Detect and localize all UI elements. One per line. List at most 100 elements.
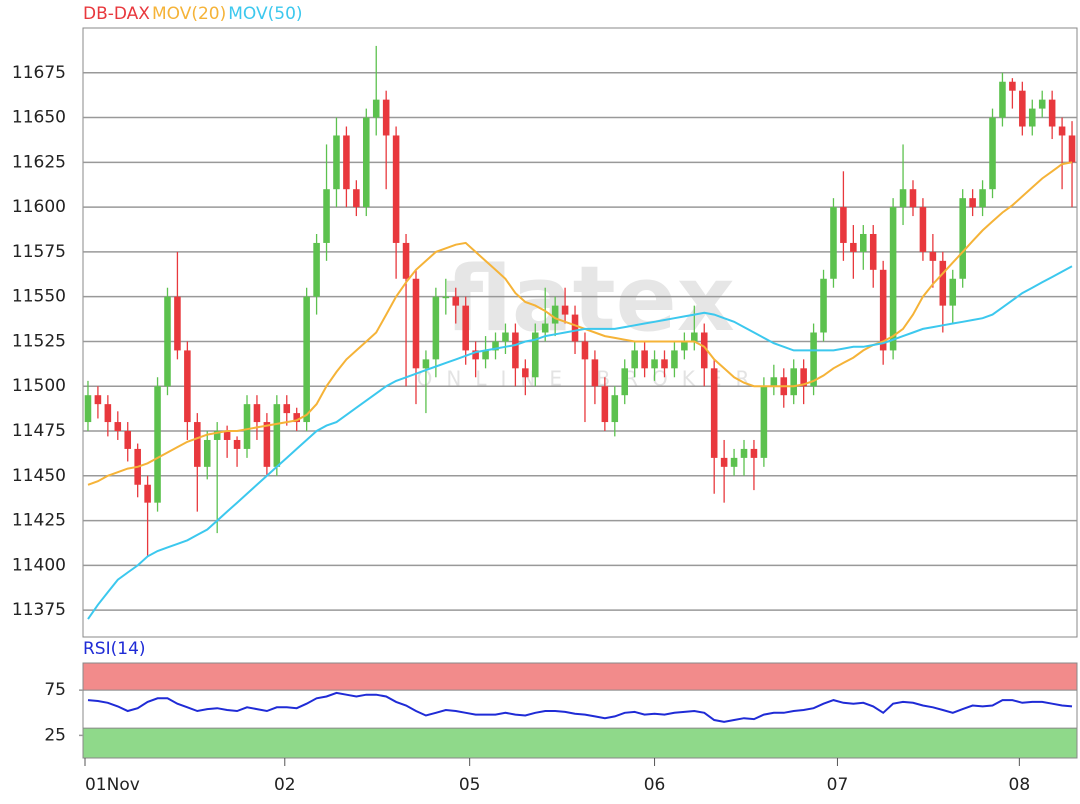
watermark: flatex <box>445 247 735 352</box>
y-tick-label: 11625 <box>12 152 66 172</box>
candle-body <box>641 350 648 369</box>
candle-body <box>154 386 161 503</box>
candle-body <box>959 198 966 279</box>
y-tick-label: 11400 <box>12 555 66 575</box>
y-tick-label: 11475 <box>12 421 66 441</box>
candle-body <box>631 350 638 369</box>
candle-body <box>949 278 957 306</box>
candle-body <box>263 422 271 467</box>
candle-body <box>203 439 211 467</box>
y-tick-label: 11675 <box>12 63 66 83</box>
candle-body <box>850 242 857 252</box>
candle-body <box>581 341 589 360</box>
candle-body <box>243 404 251 449</box>
candle-body <box>293 413 300 423</box>
candle-body <box>164 296 171 387</box>
candle-body <box>770 377 778 387</box>
candle-body <box>353 189 360 208</box>
candle-body <box>909 189 917 208</box>
candle-body <box>502 332 509 342</box>
candle-body <box>840 207 847 243</box>
candle-body <box>422 359 430 369</box>
candle-body <box>1019 90 1026 127</box>
candle-body <box>889 207 897 351</box>
candle-body <box>412 278 420 369</box>
y-tick-label: 11525 <box>12 331 66 351</box>
y-tick-label: 11550 <box>12 287 66 307</box>
candle-body <box>710 368 718 458</box>
candle-body <box>452 296 460 306</box>
candle-body <box>442 296 450 299</box>
candle-body <box>323 189 330 243</box>
candle-body <box>800 368 807 387</box>
candle-body <box>144 484 151 503</box>
candle-body <box>760 386 768 458</box>
candle-body <box>820 278 827 333</box>
candle-body <box>303 296 310 423</box>
candle-body <box>730 457 738 467</box>
candle-body <box>213 431 221 440</box>
candle-body <box>482 350 489 360</box>
candle-body <box>671 350 678 369</box>
series-line <box>87 691 1073 723</box>
y-tick-label: 11575 <box>12 242 66 262</box>
x-tick-label: 05 <box>459 775 481 795</box>
candle-body <box>253 404 261 423</box>
candle-body <box>1028 108 1036 127</box>
x-tick-label: 01Nov <box>85 775 140 795</box>
x-tick-label: 02 <box>274 775 296 795</box>
y-tick-label: 11375 <box>12 600 66 620</box>
candle-body <box>1068 135 1076 163</box>
x-tick-label: 06 <box>644 775 666 795</box>
candle-body <box>999 81 1006 118</box>
candle-body <box>561 305 569 315</box>
candle-body <box>432 296 440 360</box>
candle-body <box>541 323 549 333</box>
y-tick-label: 11650 <box>12 108 66 128</box>
candle-body <box>969 198 976 208</box>
rsi-band <box>82 662 1078 691</box>
candle-body <box>661 359 668 369</box>
candle-body <box>104 404 112 423</box>
candle-body <box>591 359 599 387</box>
x-tick-label: 07 <box>827 775 849 795</box>
candle-body <box>700 332 708 369</box>
candle-body <box>979 189 986 208</box>
candle-body <box>194 422 201 467</box>
candle-body <box>691 332 698 342</box>
candle-body <box>273 404 281 467</box>
x-tick-label: 08 <box>1009 775 1031 795</box>
series-line <box>87 265 1073 620</box>
candle-body <box>879 269 887 351</box>
legend-entry: MOV(20) <box>152 4 226 24</box>
candle-body <box>174 296 181 351</box>
candle-body <box>392 135 400 243</box>
candle-body <box>363 117 370 208</box>
candle-body <box>1058 126 1066 136</box>
candle-body <box>810 332 817 387</box>
candle-body <box>84 395 92 423</box>
candle-body <box>114 422 122 432</box>
legend-entry: DB-DAX <box>83 4 150 24</box>
candle-body <box>611 395 619 423</box>
candle-body <box>601 386 609 423</box>
candle-body <box>124 431 132 449</box>
candle-body <box>989 117 996 190</box>
candle-body <box>740 448 748 458</box>
y-tick-label: 75 <box>44 680 66 700</box>
candle-body <box>651 359 658 369</box>
candle-body <box>402 242 410 279</box>
candle-body <box>313 242 320 297</box>
candle-body <box>512 332 519 369</box>
candle-body <box>223 431 231 440</box>
candle-body <box>343 135 350 190</box>
candle-body <box>750 448 758 458</box>
candle-body <box>681 341 688 351</box>
candle-body <box>522 368 529 378</box>
candle-body <box>333 135 340 190</box>
legend-entry: RSI(14) <box>83 639 146 659</box>
candle-body <box>1048 99 1056 127</box>
candle-body <box>571 314 579 342</box>
